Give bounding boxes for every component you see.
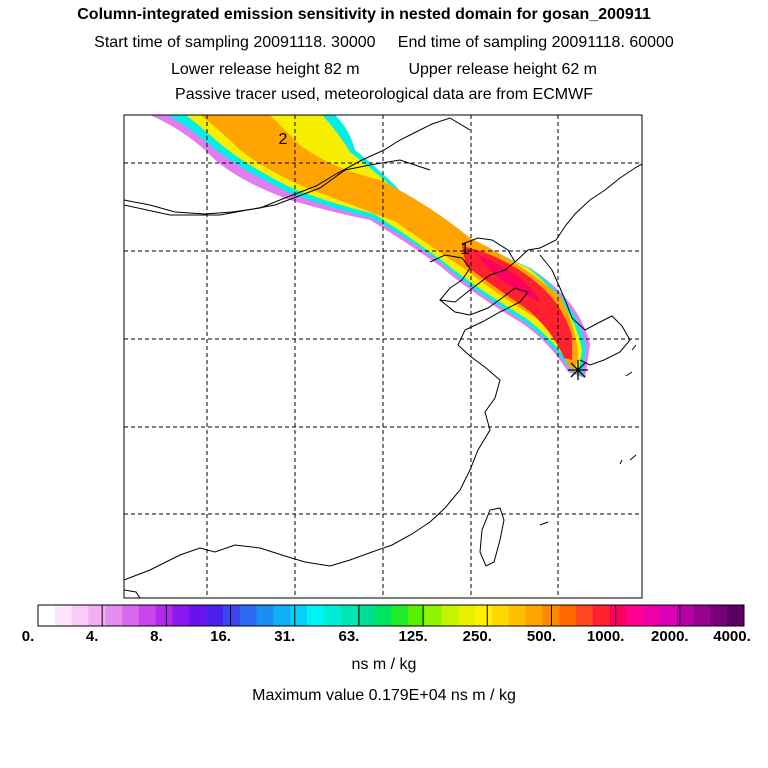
upper-release: Upper release height 62 m (408, 61, 598, 78)
colorbar-cell (626, 605, 644, 626)
colorbar-cell (391, 605, 409, 626)
plume-marker-2: 2 (279, 131, 288, 148)
tracer-info: Passive tracer used, meteorological data… (175, 86, 593, 103)
colorbar-label: 0. (21, 628, 35, 645)
coastlines (124, 117, 642, 598)
colorbar-cell (424, 605, 442, 626)
colorbar-cell (71, 605, 89, 626)
colorbar-label: 16. (210, 628, 231, 645)
colorbar-cell (239, 605, 257, 626)
colorbar-cell (475, 605, 493, 626)
colorbar-cell (206, 605, 224, 626)
colorbar-cell (38, 605, 56, 626)
colorbar-label: 4. (85, 628, 99, 645)
colorbar-cell (727, 605, 745, 626)
plume-marker-1: 1 (461, 241, 470, 258)
colorbar-label: 4000. (713, 628, 751, 645)
colorbar-units: ns m / kg (351, 656, 417, 673)
colorbar-cell (592, 605, 610, 626)
sampling-times: Start time of sampling 20091118. 30000 E… (0, 34, 768, 52)
colorbar-label: 250. (462, 628, 492, 645)
colorbar-cells (37, 604, 745, 627)
colorbar-label: 125. (398, 628, 428, 645)
plume-outer (150, 115, 590, 378)
release-heights: Lower release height 82 m Upper release … (0, 61, 768, 79)
graticule (124, 115, 642, 598)
coast-bohai (429, 237, 516, 303)
coast-japan-bits (539, 344, 637, 526)
plume-core (476, 254, 540, 302)
colorbar-cell (441, 605, 459, 626)
colorbar-cell (357, 605, 375, 626)
colorbar-cell (559, 605, 577, 626)
colorbar-cell (374, 605, 392, 626)
coast-shandong (329, 287, 529, 567)
colorbar-cell (407, 605, 425, 626)
colorbar-cell (138, 605, 156, 626)
colorbar-label: 8. (150, 628, 163, 645)
start-time: Start time of sampling 20091118. 30000 (94, 34, 376, 51)
colorbar-label: 2000. (651, 628, 689, 645)
end-time: End time of sampling 20091118. 60000 (397, 34, 674, 51)
colorbar (37, 604, 745, 627)
colorbar-cell (659, 605, 678, 626)
colorbar-cell (323, 605, 341, 626)
colorbar-label: 63. (338, 628, 360, 645)
maximum-value: Maximum value 0.179E+04 ns m / kg (252, 687, 516, 704)
hainan (124, 589, 141, 598)
colorbar-cell (306, 605, 325, 626)
colorbar-cell (88, 605, 106, 626)
colorbar-cell (273, 605, 291, 626)
colorbar-cell (609, 605, 627, 626)
plume-cyan (168, 115, 586, 376)
taiwan (479, 507, 505, 567)
colorbar-cell (710, 605, 728, 626)
colorbar-cell (155, 605, 173, 626)
colorbar-cell (575, 605, 594, 626)
colorbar-cell (458, 605, 476, 626)
coast-mid (124, 159, 431, 216)
colorbar-cell (122, 605, 140, 626)
star-marker (568, 360, 588, 380)
colorbar-cell (340, 605, 358, 626)
colorbar-ticks (101, 605, 681, 626)
colorbar-cell (256, 605, 274, 626)
colorbar-cell (508, 605, 526, 626)
colorbar-cell (676, 605, 694, 626)
colorbar-label: 31. (274, 628, 296, 645)
colorbar-cell (189, 605, 207, 626)
colorbar-cell (643, 605, 661, 626)
plume-red (462, 246, 572, 360)
lower-release: Lower release height 82 m (170, 61, 360, 78)
colorbar-cell (525, 605, 543, 626)
colorbar-cell (491, 605, 509, 626)
plot-title: Column-integrated emission sensitivity i… (77, 6, 651, 23)
plume-yellow (186, 115, 582, 374)
colorbar-cell (542, 605, 560, 626)
colorbar-cell (54, 605, 72, 626)
colorbar-cell (105, 605, 123, 626)
coast-north (124, 117, 471, 215)
colorbar-cell (693, 605, 711, 626)
colorbar-label: 500. (526, 628, 557, 645)
colorbar-frame (37, 604, 745, 627)
colorbar-cell (222, 605, 241, 626)
colorbar-label: 1000. (586, 628, 625, 645)
colorbar-cell (172, 605, 190, 626)
map-frame (123, 114, 643, 599)
colorbar-cell (290, 605, 308, 626)
coast-korea (514, 163, 642, 366)
